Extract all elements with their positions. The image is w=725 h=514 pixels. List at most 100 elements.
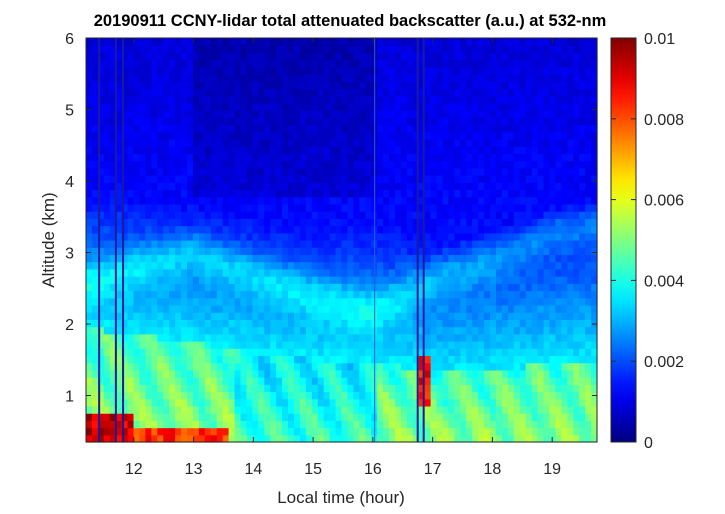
heatmap-cell xyxy=(139,319,147,328)
heatmap-cell xyxy=(97,348,105,357)
heatmap-cell xyxy=(299,66,307,75)
heatmap-cell xyxy=(270,45,277,54)
heatmap-cell xyxy=(412,160,420,169)
heatmap-cell xyxy=(460,160,467,169)
heatmap-cell xyxy=(424,38,432,46)
heatmap-cell xyxy=(412,348,420,357)
heatmap-cell xyxy=(222,45,230,54)
heatmap-cell xyxy=(305,189,313,198)
heatmap-cell xyxy=(400,247,408,256)
heatmap-cell xyxy=(204,398,212,407)
heatmap-cell xyxy=(305,348,313,357)
heatmap-cell xyxy=(222,348,230,357)
heatmap-cell xyxy=(549,297,557,306)
heatmap-cell xyxy=(169,420,176,429)
heatmap-cell xyxy=(341,247,349,256)
heatmap-cell xyxy=(585,139,592,147)
heatmap-cell xyxy=(412,405,420,414)
heatmap-cell xyxy=(567,326,574,335)
heatmap-cell xyxy=(424,413,432,421)
heatmap-cell xyxy=(507,167,515,176)
heatmap-cell xyxy=(317,95,325,104)
heatmap-cell xyxy=(484,95,491,104)
heatmap-cell xyxy=(519,160,527,169)
heatmap-cell xyxy=(400,95,408,104)
heatmap-cell xyxy=(204,405,212,414)
heatmap-cell xyxy=(264,297,271,306)
heatmap-cell xyxy=(436,182,444,191)
heatmap-cell xyxy=(501,304,509,313)
heatmap-cell xyxy=(181,304,188,313)
heatmap-cell xyxy=(181,290,188,299)
heatmap-cell xyxy=(264,261,271,270)
heatmap-cell xyxy=(198,110,206,118)
heatmap-cell xyxy=(501,182,509,191)
heatmap-cell xyxy=(406,225,414,234)
heatmap-cell xyxy=(97,146,105,155)
heatmap-cell xyxy=(418,355,426,364)
heatmap-cell xyxy=(127,196,135,205)
heatmap-cell xyxy=(412,131,420,140)
heatmap-cell xyxy=(424,333,432,342)
heatmap-cell xyxy=(501,240,509,248)
heatmap-cell xyxy=(115,326,123,335)
heatmap-cell xyxy=(394,276,402,284)
heatmap-cell xyxy=(495,52,503,61)
heatmap-cell xyxy=(454,319,461,328)
heatmap-cell xyxy=(86,290,93,299)
heatmap-cell xyxy=(187,290,194,299)
heatmap-cell xyxy=(270,391,277,400)
heatmap-cell xyxy=(192,268,200,277)
heatmap-cell xyxy=(270,276,277,284)
heatmap-cell xyxy=(317,384,325,393)
heatmap-cell xyxy=(234,405,242,414)
heatmap-cell xyxy=(169,405,176,414)
heatmap-cell xyxy=(561,124,568,133)
heatmap-cell xyxy=(341,268,349,277)
heatmap-cell xyxy=(359,175,366,183)
heatmap-cell xyxy=(490,139,497,147)
heatmap-cell xyxy=(222,81,230,90)
heatmap-cell xyxy=(347,254,354,263)
heatmap-cell xyxy=(210,348,218,357)
heatmap-cell xyxy=(181,225,188,234)
heatmap-cell xyxy=(543,146,551,155)
heatmap-cell xyxy=(299,348,307,357)
heatmap-cell xyxy=(198,247,206,256)
heatmap-cell xyxy=(151,211,158,219)
heatmap-cell xyxy=(323,420,331,429)
heatmap-cell xyxy=(537,196,545,205)
heatmap-cell xyxy=(400,355,408,364)
heatmap-cell xyxy=(270,38,277,46)
heatmap-cell xyxy=(157,268,164,277)
heatmap-cell xyxy=(97,218,105,227)
heatmap-cell xyxy=(383,153,390,162)
heatmap-cell xyxy=(198,297,206,306)
heatmap-cell xyxy=(288,268,295,277)
heatmap-cell xyxy=(121,102,129,111)
heatmap-cell xyxy=(270,413,277,421)
heatmap-cell xyxy=(264,391,271,400)
heatmap-cell xyxy=(513,304,521,313)
heatmap-cell xyxy=(430,225,438,234)
heatmap-cell xyxy=(573,88,580,97)
heatmap-cell xyxy=(115,369,123,378)
heatmap-cell xyxy=(412,333,420,342)
heatmap-cell xyxy=(567,59,574,68)
heatmap-cell xyxy=(264,88,271,97)
heatmap-cell xyxy=(507,160,515,169)
heatmap-cell xyxy=(567,139,574,147)
heatmap-cell xyxy=(305,413,313,421)
heatmap-cell xyxy=(198,189,206,198)
heatmap-cell xyxy=(501,254,509,263)
heatmap-cell xyxy=(418,45,426,54)
heatmap-cell xyxy=(591,102,598,111)
heatmap-cell xyxy=(472,362,479,371)
heatmap-cell xyxy=(377,175,384,183)
heatmap-cell xyxy=(305,377,313,385)
heatmap-cell xyxy=(86,203,93,212)
heatmap-cell xyxy=(187,167,194,176)
heatmap-cell xyxy=(400,290,408,299)
heatmap-cell xyxy=(270,110,277,118)
heatmap-cell xyxy=(240,232,248,241)
